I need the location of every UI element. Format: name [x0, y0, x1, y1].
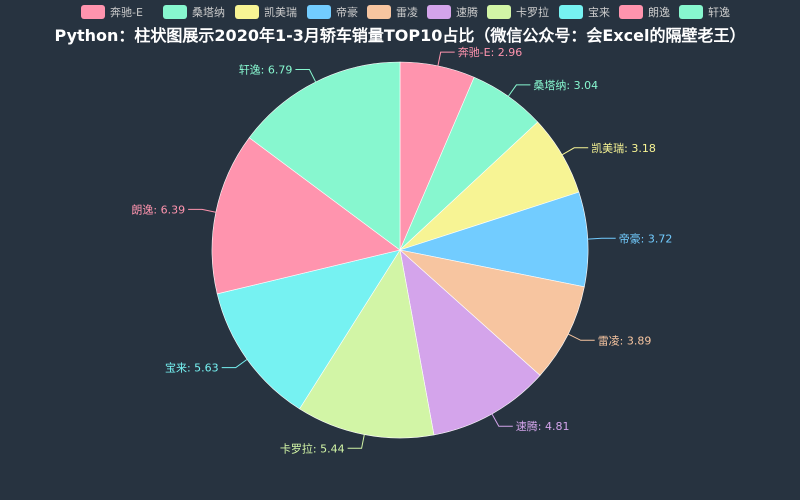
- slice-label: 卡罗拉: 5.44: [280, 441, 345, 455]
- slice-label: 凯美瑞: 3.18: [591, 141, 656, 155]
- legend-label: 速腾: [456, 5, 478, 19]
- pie-labels: 奔驰-E: 2.96 桑塔纳: 3.04 凯美瑞: 3.18 帝豪: 3.72 雷凌: …: [131, 45, 672, 455]
- legend-label: 宝来: [588, 5, 610, 19]
- pie-slice[interactable]: [398, 191, 589, 288]
- legend-item[interactable]: 宝来: [559, 5, 610, 19]
- legend-item[interactable]: 雷凌: [367, 5, 418, 19]
- label-leader-line: [437, 51, 455, 66]
- legend-swatch: [307, 5, 331, 19]
- legend-swatch: [619, 5, 643, 19]
- legend-swatch: [679, 5, 703, 19]
- legend-item[interactable]: 轩逸: [679, 5, 730, 19]
- pie-slices: [211, 61, 589, 439]
- chart-title: Python：柱状图展示2020年1-3月轿车销量TOP10占比（微信公众号：会…: [55, 26, 746, 45]
- slice-label: 轩逸: 6.79: [239, 63, 293, 77]
- label-leader-line: [188, 208, 216, 213]
- label-leader-line: [221, 358, 248, 369]
- legend-item[interactable]: 凯美瑞: [235, 5, 297, 19]
- slice-label: 帝豪: 3.72: [619, 231, 673, 245]
- pie-slice[interactable]: [211, 137, 401, 295]
- legend-label: 卡罗拉: [516, 5, 549, 19]
- pie-slice[interactable]: [216, 249, 401, 410]
- legend-swatch: [163, 5, 187, 19]
- legend-swatch: [427, 5, 451, 19]
- legend-label: 朗逸: [648, 6, 670, 19]
- label-leader-line: [587, 237, 616, 240]
- legend: 奔驰-E 桑塔纳 凯美瑞 帝豪 雷凌 速腾 卡罗拉 宝来 朗逸 轩逸: [81, 5, 730, 19]
- legend-label: 凯美瑞: [264, 5, 297, 19]
- slice-label: 奔驰-E: 2.96: [458, 45, 523, 59]
- legend-label: 桑塔纳: [192, 6, 225, 19]
- pie-slice[interactable]: [399, 249, 541, 436]
- slice-label: 速腾: 4.81: [516, 419, 570, 433]
- legend-swatch: [81, 5, 105, 19]
- slice-label: 朗逸: 6.39: [131, 203, 185, 216]
- legend-label: 帝豪: [336, 5, 358, 19]
- legend-item[interactable]: 卡罗拉: [487, 5, 549, 19]
- legend-item[interactable]: 帝豪: [307, 5, 358, 19]
- pie-slice[interactable]: [299, 249, 435, 439]
- legend-label: 轩逸: [708, 5, 730, 19]
- legend-item[interactable]: 朗逸: [619, 5, 670, 19]
- legend-swatch: [235, 5, 259, 19]
- legend-swatch: [367, 5, 391, 19]
- pie-slice[interactable]: [398, 249, 585, 376]
- legend-item[interactable]: 速腾: [427, 5, 478, 19]
- legend-label: 奔驰-E: [110, 5, 143, 19]
- slice-label: 桑塔纳: 3.04: [533, 79, 598, 92]
- legend-item[interactable]: 桑塔纳: [163, 5, 225, 19]
- label-leader-line: [295, 69, 317, 83]
- legend-swatch: [487, 5, 511, 19]
- label-leader-line: [507, 84, 531, 97]
- slice-label: 宝来: 5.63: [165, 361, 219, 375]
- label-leader-line: [347, 434, 365, 449]
- legend-item[interactable]: 奔驰-E: [81, 5, 143, 19]
- label-leader-line: [491, 413, 513, 427]
- legend-label: 雷凌: [396, 5, 418, 19]
- label-leader-line: [567, 333, 595, 341]
- slice-label: 雷凌: 3.89: [598, 333, 652, 347]
- label-leader-line: [561, 147, 589, 156]
- legend-swatch: [559, 5, 583, 19]
